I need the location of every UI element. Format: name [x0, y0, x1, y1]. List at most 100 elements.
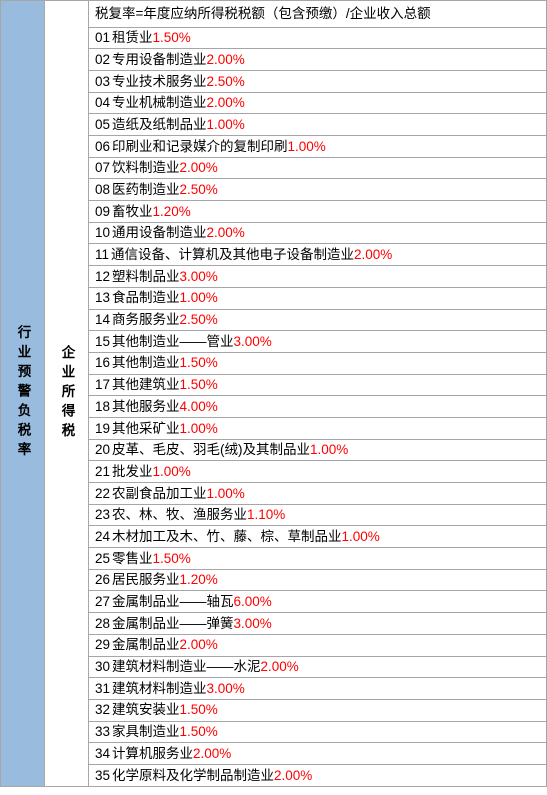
row-industry-label: 零售业	[112, 549, 153, 569]
table-row: 10 通用设备制造业 2.00%	[89, 223, 547, 245]
table-row: 08 医药制造业 2.50%	[89, 179, 547, 201]
row-number: 17	[95, 375, 110, 395]
row-industry-label: 印刷业和记录媒介的复制印刷	[112, 137, 288, 157]
row-number: 20	[95, 440, 110, 460]
row-industry-label: 其他采矿业	[112, 419, 180, 439]
row-industry-label: 食品制造业	[112, 288, 180, 308]
row-number: 29	[95, 635, 110, 655]
row-industry-label: 造纸及纸制品业	[112, 115, 207, 135]
table-row: 18 其他服务业 4.00%	[89, 396, 547, 418]
row-tax-rate: 1.50%	[180, 700, 218, 720]
row-tax-rate: 2.00%	[180, 158, 218, 178]
table-row: 12 塑料制品业 3.00%	[89, 266, 547, 288]
table-row: 16 其他制造业 1.50%	[89, 353, 547, 375]
row-tax-rate: 2.00%	[354, 245, 392, 265]
row-number: 02	[95, 50, 110, 70]
row-tax-rate: 2.50%	[180, 310, 218, 330]
row-number: 31	[95, 679, 110, 699]
row-number: 21	[95, 462, 110, 482]
row-number: 15	[95, 332, 110, 352]
row-tax-rate: 3.00%	[180, 267, 218, 287]
table-row: 19 其他采矿业 1.00%	[89, 418, 547, 440]
row-number: 34	[95, 744, 110, 764]
row-tax-rate: 3.00%	[234, 614, 272, 634]
row-industry-label: 专用设备制造业	[112, 50, 207, 70]
table-row: 31 建筑材料制造业 3.00%	[89, 678, 547, 700]
row-number: 01	[95, 28, 110, 48]
table-row: 28 金属制品业——弹簧 3.00%	[89, 613, 547, 635]
row-number: 27	[95, 592, 110, 612]
row-industry-label: 建筑安装业	[112, 700, 180, 720]
table-row: 29 金属制品业 2.00%	[89, 635, 547, 657]
row-tax-rate: 1.00%	[207, 115, 245, 135]
row-tax-rate: 1.50%	[180, 375, 218, 395]
table-row: 09 畜牧业 1.20%	[89, 201, 547, 223]
row-tax-rate: 2.50%	[180, 180, 218, 200]
table-row: 11 通信设备、计算机及其他电子设备制造业2.00%	[89, 244, 547, 266]
category-column: 行业预警负税率	[1, 1, 45, 787]
table-row: 24 木材加工及木、竹、藤、棕、草制品业 1.00%	[89, 526, 547, 548]
row-tax-rate: 1.20%	[180, 570, 218, 590]
row-number: 19	[95, 419, 110, 439]
table-row: 30 建筑材料制造业——水泥 2.00%	[89, 657, 547, 679]
table-row: 13 食品制造业 1.00%	[89, 288, 547, 310]
row-industry-label: 其他建筑业	[112, 375, 180, 395]
table-row: 06 印刷业和记录媒介的复制印刷 1.00%	[89, 136, 547, 158]
row-number: 12	[95, 267, 110, 287]
row-industry-label: 通用设备制造业	[112, 223, 207, 243]
row-industry-label: 其他制造业	[112, 353, 180, 373]
formula-row: 税复率=年度应纳所得税税额（包含预缴）/企业收入总额	[89, 1, 547, 28]
table-row: 27 金属制品业——轴瓦 6.00%	[89, 591, 547, 613]
table-row: 07 饮料制造业 2.00%	[89, 158, 547, 180]
row-tax-rate: 4.00%	[180, 397, 218, 417]
row-tax-rate: 2.00%	[274, 766, 312, 786]
table-row: 01 租赁业 1.50%	[89, 28, 547, 50]
table-row: 26 居民服务业 1.20%	[89, 570, 547, 592]
row-number: 09	[95, 202, 110, 222]
row-industry-label: 金属制品业——轴瓦	[112, 592, 234, 612]
table-row: 15 其他制造业——管业 3.00%	[89, 331, 547, 353]
row-tax-rate: 2.00%	[207, 223, 245, 243]
row-tax-rate: 1.20%	[153, 202, 191, 222]
row-tax-rate: 2.00%	[180, 635, 218, 655]
row-tax-rate: 2.50%	[207, 72, 245, 92]
row-number: 11	[95, 245, 109, 265]
row-tax-rate: 2.00%	[261, 657, 299, 677]
row-tax-rate: 1.50%	[180, 722, 218, 742]
table-row: 25 零售业 1.50%	[89, 548, 547, 570]
row-number: 14	[95, 310, 110, 330]
row-tax-rate: 1.00%	[288, 137, 326, 157]
row-industry-label: 畜牧业	[112, 202, 153, 222]
row-industry-label: 医药制造业	[112, 180, 180, 200]
table-row: 32 建筑安装业 1.50%	[89, 700, 547, 722]
table-row: 34 计算机服务业 2.00%	[89, 743, 547, 765]
row-industry-label: 农、林、牧、渔服务业	[112, 505, 247, 525]
table-row: 17 其他建筑业 1.50%	[89, 375, 547, 397]
table-row: 22 农副食品加工业 1.00%	[89, 483, 547, 505]
row-number: 06	[95, 137, 110, 157]
row-industry-label: 居民服务业	[112, 570, 180, 590]
row-industry-label: 租赁业	[112, 28, 153, 48]
tax-rate-table: 行业预警负税率 企业所得税 税复率=年度应纳所得税税额（包含预缴）/企业收入总额…	[0, 0, 547, 787]
row-number: 28	[95, 614, 110, 634]
row-number: 33	[95, 722, 110, 742]
row-number: 25	[95, 549, 110, 569]
row-industry-label: 批发业	[112, 462, 153, 482]
row-number: 04	[95, 93, 110, 113]
subcategory-label: 企业所得税	[57, 345, 77, 443]
row-tax-rate: 1.00%	[207, 484, 245, 504]
row-industry-label: 金属制品业——弹簧	[112, 614, 234, 634]
row-number: 23	[95, 505, 110, 525]
row-tax-rate: 2.00%	[207, 50, 245, 70]
row-industry-label: 木材加工及木、竹、藤、棕、草制品业	[112, 527, 342, 547]
row-number: 03	[95, 72, 110, 92]
row-tax-rate: 2.00%	[193, 744, 231, 764]
row-tax-rate: 1.00%	[310, 440, 348, 460]
row-industry-label: 通信设备、计算机及其他电子设备制造业	[111, 245, 354, 265]
table-row: 35 化学原料及化学制品制造业 2.00%	[89, 765, 547, 787]
row-industry-label: 金属制品业	[112, 635, 180, 655]
row-industry-label: 专业机械制造业	[112, 93, 207, 113]
row-number: 07	[95, 158, 110, 178]
row-industry-label: 其他制造业——管业	[112, 332, 234, 352]
row-tax-rate: 1.50%	[153, 549, 191, 569]
